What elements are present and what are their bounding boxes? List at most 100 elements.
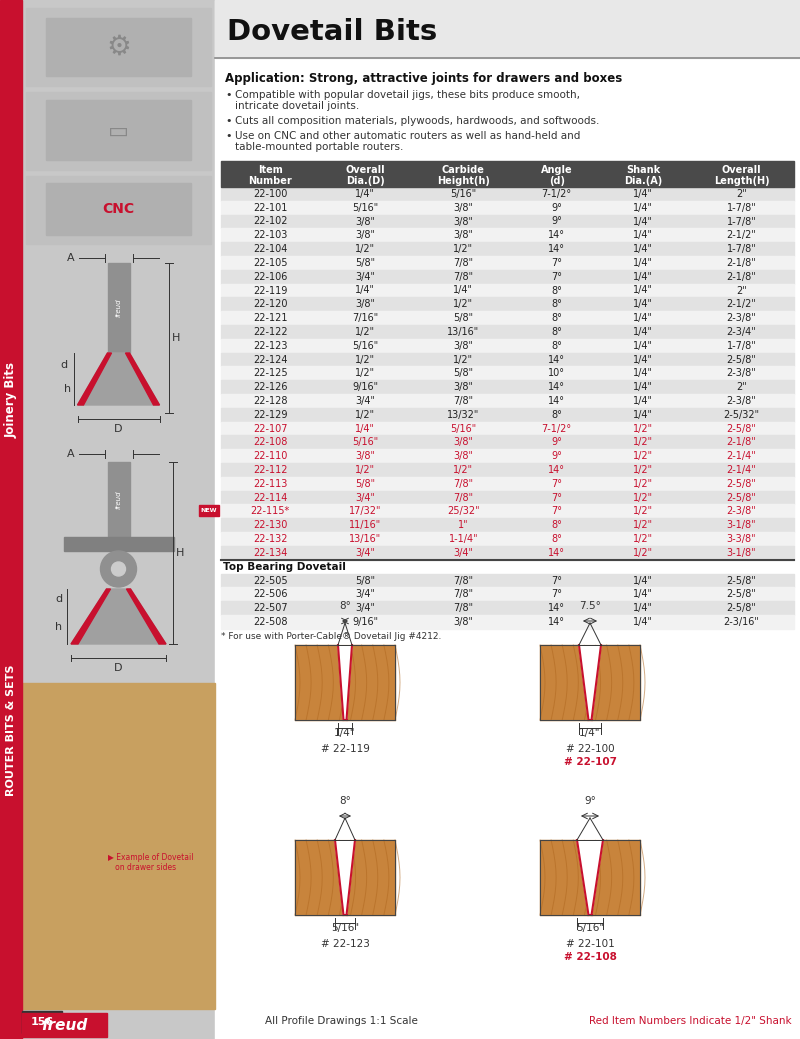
Text: 2-5/8": 2-5/8"	[726, 576, 756, 586]
Text: 22-104: 22-104	[253, 244, 287, 255]
Text: 1/2": 1/2"	[633, 521, 653, 530]
Text: ROUTER BITS & SETS: ROUTER BITS & SETS	[6, 664, 16, 796]
Text: 1/2": 1/2"	[633, 437, 653, 448]
Text: 5/16": 5/16"	[450, 424, 477, 433]
Text: 9°: 9°	[551, 437, 562, 448]
Bar	[221, 615, 794, 629]
Text: 7/8": 7/8"	[454, 603, 474, 613]
Text: 8°: 8°	[551, 286, 562, 295]
Text: 1/4": 1/4"	[633, 244, 653, 255]
Text: 1-7/8": 1-7/8"	[726, 341, 756, 351]
Text: intricate dovetail joints.: intricate dovetail joints.	[235, 101, 359, 111]
Text: 5/16": 5/16"	[352, 203, 378, 213]
Text: 3/8": 3/8"	[454, 203, 474, 213]
Text: 1/2": 1/2"	[355, 464, 375, 475]
Text: 1/2": 1/2"	[633, 479, 653, 488]
Text: d: d	[60, 359, 67, 370]
Text: •: •	[225, 116, 231, 126]
Text: 1/4": 1/4"	[454, 286, 474, 295]
Text: 5/16": 5/16"	[352, 341, 378, 351]
Text: 3/8": 3/8"	[355, 451, 375, 461]
Text: 22-505: 22-505	[253, 576, 287, 586]
Text: 1/4": 1/4"	[633, 189, 653, 198]
Text: 14°: 14°	[548, 396, 565, 406]
Text: 13/32": 13/32"	[447, 409, 480, 420]
Text: 1/2": 1/2"	[633, 492, 653, 503]
Text: 22-103: 22-103	[253, 231, 287, 240]
Text: 8°: 8°	[551, 313, 562, 323]
Bar	[221, 201, 794, 215]
Text: 1-7/8": 1-7/8"	[726, 244, 756, 255]
Text: Joinery Bits: Joinery Bits	[5, 362, 18, 438]
Text: Dia.(D): Dia.(D)	[346, 176, 385, 186]
Text: Red Item Numbers Indicate 1/2" Shank: Red Item Numbers Indicate 1/2" Shank	[590, 1016, 792, 1025]
Text: 2-5/8": 2-5/8"	[726, 589, 756, 600]
Text: 3/4": 3/4"	[355, 603, 375, 613]
Text: 1/4": 1/4"	[633, 299, 653, 310]
Text: ▶ Example of Dovetail
   on drawer sides: ▶ Example of Dovetail on drawer sides	[109, 853, 194, 872]
Text: 9/16": 9/16"	[352, 382, 378, 392]
Polygon shape	[126, 353, 159, 405]
Text: 3/8": 3/8"	[355, 299, 375, 310]
Text: 2-3/8": 2-3/8"	[726, 313, 756, 323]
Text: h: h	[55, 621, 62, 632]
Text: 1/4": 1/4"	[334, 728, 356, 738]
Text: 8°: 8°	[339, 796, 351, 806]
Bar	[26, 92, 211, 170]
Bar	[221, 435, 794, 449]
Text: 2-5/32": 2-5/32"	[723, 409, 759, 420]
Text: 7/8": 7/8"	[454, 479, 474, 488]
Bar	[221, 297, 794, 312]
Text: 3/8": 3/8"	[454, 617, 474, 627]
Text: 1/2": 1/2"	[454, 244, 474, 255]
Text: 1/4": 1/4"	[633, 396, 653, 406]
Text: 7°: 7°	[551, 492, 562, 503]
Text: 14°: 14°	[548, 464, 565, 475]
Text: 14°: 14°	[548, 382, 565, 392]
Text: 7/16": 7/16"	[352, 313, 378, 323]
Text: 22-101: 22-101	[253, 203, 287, 213]
Text: 7/8": 7/8"	[454, 576, 474, 586]
Text: 2-1/2": 2-1/2"	[726, 231, 756, 240]
Bar	[221, 325, 794, 339]
Text: D: D	[114, 424, 122, 434]
Text: 1/2": 1/2"	[355, 244, 375, 255]
Text: 1/4": 1/4"	[633, 313, 653, 323]
Bar	[221, 407, 794, 422]
Text: # 22-108: # 22-108	[563, 952, 617, 962]
Bar	[221, 380, 794, 394]
Text: 5/8": 5/8"	[454, 368, 474, 378]
Text: 7/8": 7/8"	[454, 272, 474, 282]
Text: 1": 1"	[458, 521, 469, 530]
Bar	[221, 504, 794, 518]
Text: 3/4": 3/4"	[355, 548, 375, 558]
Text: Angle: Angle	[541, 165, 573, 175]
Text: 8°: 8°	[339, 601, 351, 611]
Text: 1/2": 1/2"	[633, 534, 653, 543]
Text: Top Bearing Dovetail: Top Bearing Dovetail	[223, 562, 346, 571]
Bar	[221, 532, 794, 545]
Text: 1/4": 1/4"	[633, 341, 653, 351]
Bar	[107, 462, 130, 537]
Bar	[22, 1011, 62, 1033]
Text: ▭: ▭	[108, 122, 129, 142]
Text: 22-106: 22-106	[253, 272, 287, 282]
Text: 7°: 7°	[551, 576, 562, 586]
Text: 8°: 8°	[551, 409, 562, 420]
Text: 5/16": 5/16"	[352, 437, 378, 448]
Text: # 22-100: # 22-100	[566, 744, 614, 754]
Text: 22-121: 22-121	[253, 313, 287, 323]
Text: # 22-119: # 22-119	[321, 744, 370, 754]
Text: 8°: 8°	[551, 299, 562, 310]
Text: 9°: 9°	[551, 216, 562, 227]
Polygon shape	[78, 353, 111, 405]
Text: 7-1/2°: 7-1/2°	[542, 424, 572, 433]
Text: 1/4": 1/4"	[633, 589, 653, 600]
Text: 1/4": 1/4"	[633, 216, 653, 227]
Text: 22-108: 22-108	[253, 437, 287, 448]
Text: 2-5/8": 2-5/8"	[726, 492, 756, 503]
Text: 2-5/8": 2-5/8"	[726, 424, 756, 433]
Text: 1/4": 1/4"	[633, 258, 653, 268]
Text: 2-1/8": 2-1/8"	[726, 258, 756, 268]
Bar	[221, 394, 794, 407]
